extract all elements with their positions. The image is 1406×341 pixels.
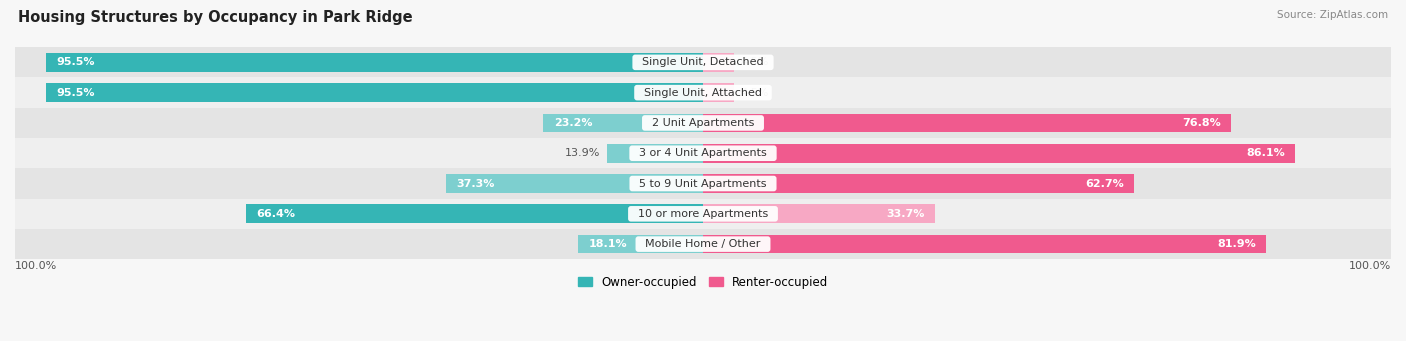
Bar bbox=[703, 204, 935, 223]
Bar bbox=[703, 144, 1295, 163]
Text: 5 to 9 Unit Apartments: 5 to 9 Unit Apartments bbox=[633, 179, 773, 189]
Bar bbox=[46, 53, 703, 72]
Text: 95.5%: 95.5% bbox=[56, 88, 94, 98]
Text: Housing Structures by Occupancy in Park Ridge: Housing Structures by Occupancy in Park … bbox=[18, 10, 413, 25]
Legend: Owner-occupied, Renter-occupied: Owner-occupied, Renter-occupied bbox=[572, 271, 834, 294]
Bar bbox=[607, 144, 703, 163]
Bar bbox=[46, 83, 703, 102]
Text: 3 or 4 Unit Apartments: 3 or 4 Unit Apartments bbox=[633, 148, 773, 158]
Bar bbox=[15, 229, 1391, 259]
Bar bbox=[543, 114, 703, 132]
Bar bbox=[446, 174, 703, 193]
Bar bbox=[703, 114, 1232, 132]
Text: 13.9%: 13.9% bbox=[565, 148, 600, 158]
Text: Single Unit, Attached: Single Unit, Attached bbox=[637, 88, 769, 98]
Bar bbox=[15, 138, 1391, 168]
Bar bbox=[15, 199, 1391, 229]
Text: 76.8%: 76.8% bbox=[1182, 118, 1220, 128]
Text: 95.5%: 95.5% bbox=[56, 57, 94, 68]
Bar bbox=[15, 108, 1391, 138]
Text: 66.4%: 66.4% bbox=[256, 209, 295, 219]
Text: Source: ZipAtlas.com: Source: ZipAtlas.com bbox=[1277, 10, 1388, 20]
Text: Mobile Home / Other: Mobile Home / Other bbox=[638, 239, 768, 249]
Bar bbox=[703, 174, 1135, 193]
Text: 86.1%: 86.1% bbox=[1246, 148, 1285, 158]
Text: 4.5%: 4.5% bbox=[741, 88, 769, 98]
Text: 100.0%: 100.0% bbox=[15, 261, 58, 271]
Bar bbox=[703, 53, 734, 72]
Bar bbox=[703, 235, 1267, 253]
Bar bbox=[703, 83, 734, 102]
Text: 2 Unit Apartments: 2 Unit Apartments bbox=[645, 118, 761, 128]
Text: Single Unit, Detached: Single Unit, Detached bbox=[636, 57, 770, 68]
Text: 18.1%: 18.1% bbox=[589, 239, 627, 249]
Bar bbox=[246, 204, 703, 223]
Text: 23.2%: 23.2% bbox=[554, 118, 592, 128]
Text: 62.7%: 62.7% bbox=[1085, 179, 1123, 189]
Bar bbox=[578, 235, 703, 253]
Text: 100.0%: 100.0% bbox=[1348, 261, 1391, 271]
Text: 37.3%: 37.3% bbox=[457, 179, 495, 189]
Text: 4.5%: 4.5% bbox=[741, 57, 769, 68]
Text: 33.7%: 33.7% bbox=[886, 209, 925, 219]
Text: 81.9%: 81.9% bbox=[1218, 239, 1256, 249]
Bar bbox=[15, 77, 1391, 108]
Bar bbox=[15, 47, 1391, 77]
Bar bbox=[15, 168, 1391, 199]
Text: 10 or more Apartments: 10 or more Apartments bbox=[631, 209, 775, 219]
